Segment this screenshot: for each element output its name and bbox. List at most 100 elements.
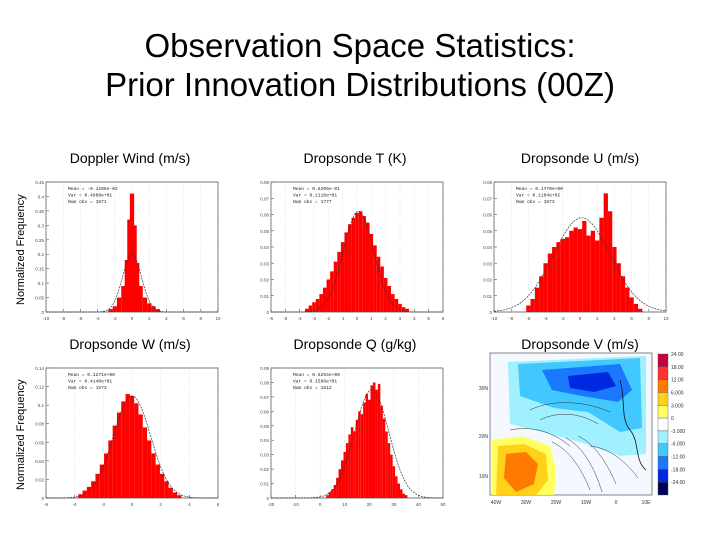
histogram-bar (603, 193, 608, 312)
longitude-label: 10E (642, 500, 652, 506)
histogram-bar (355, 420, 359, 498)
colorbar-swatch (657, 353, 669, 368)
histogram-bar (369, 234, 374, 312)
x-tick-label: -10 (292, 502, 299, 507)
x-tick-label: 2 (148, 316, 151, 321)
histogram-bar (633, 303, 639, 312)
histogram-bar (539, 276, 544, 312)
gaussian-fit-curve (271, 210, 443, 313)
histogram-bar (125, 394, 130, 498)
histogram-bar (138, 286, 143, 312)
histogram-bar (127, 219, 132, 312)
histogram-bar (365, 222, 370, 312)
contour-line (529, 402, 611, 413)
histogram-bar (392, 466, 396, 498)
doppler-wind-histogram: 0.45 0.4 0.35 0.3 0.25 0.2 0.15 0.1 0.05 0 -10 -8 -6… (30, 176, 225, 324)
histogram-bar (312, 302, 316, 312)
stats-text: Num obs = 1512 (293, 385, 332, 391)
histogram-bar (155, 464, 160, 498)
histogram-bar (638, 308, 643, 312)
histogram-bar (564, 237, 570, 312)
y-tick-label: 0.03 (483, 261, 492, 266)
histogram-bar (333, 261, 338, 312)
histogram-bar (135, 262, 140, 312)
contour-line (509, 428, 571, 447)
y-tick-label: 0.35 (35, 209, 44, 214)
contour-line (577, 435, 617, 485)
title-line-1: Observation Space Statistics: (144, 27, 576, 64)
x-tick-label: 6 (442, 316, 445, 321)
histogram-bar (138, 414, 143, 498)
histogram-bar (616, 263, 621, 312)
histogram-bar (373, 245, 377, 312)
histogram-bar (319, 294, 323, 312)
x-tick-label: 30 (391, 502, 397, 507)
contour-line (589, 445, 639, 479)
y-tick-label: 0.08 (35, 422, 44, 427)
stats-text: Var = 0.1104e+02 (516, 193, 560, 199)
histogram-bar (586, 235, 591, 312)
histogram-bar (129, 395, 135, 498)
stats-text: Mean = 0.5254e+00 (293, 372, 340, 378)
colorbar-swatch (657, 405, 669, 419)
y-tick-label: 0.07 (260, 395, 269, 400)
y-tick-label: 0.02 (483, 278, 492, 283)
stats-text: Var = 0.1116e+01 (293, 193, 337, 199)
y-tick-label: 0.07 (483, 196, 492, 201)
histogram-bar (331, 489, 334, 498)
x-tick-label: 6 (217, 502, 220, 507)
histogram-bar (404, 495, 408, 498)
stats-text: Num obs = 1571 (68, 199, 107, 205)
histogram-bar (308, 305, 313, 312)
x-tick-label: 3 (399, 316, 402, 321)
x-tick-label: 8 (200, 316, 203, 321)
x-tick-label: 50 (440, 502, 446, 507)
longitude-label: 20W (551, 500, 562, 506)
histogram-bar (142, 297, 148, 312)
x-tick-label: 10 (342, 502, 348, 507)
histogram-bar (351, 217, 356, 312)
stats-text: Var = 0.1596e+01 (293, 379, 337, 385)
panel-title-dropsonde-w: Dropsonde W (m/s) (69, 336, 191, 352)
histogram-bar (151, 453, 156, 498)
histogram-bar (375, 389, 378, 498)
histogram-bar (142, 427, 148, 498)
x-tick-label: -2 (326, 316, 330, 321)
stats-text: Var = 0.4808e+01 (68, 193, 112, 199)
y-tick-label: 0 (266, 310, 269, 315)
histogram-bar (358, 411, 361, 498)
colorbar-label: 6.000 (671, 390, 684, 396)
y-tick-label: 0.05 (260, 424, 269, 429)
y-tick-label: 0.2 (38, 252, 45, 257)
y-tick-label: 0.08 (483, 180, 492, 185)
colorbar-label: 24.00 (671, 352, 684, 358)
dropsonde-t-histogram: 0.08 0.07 0.06 0.05 0.04 0.03 0.02 0.01 0 -6 -5 -4-… (255, 176, 450, 324)
histogram-bar (405, 308, 409, 312)
histogram-bar (112, 306, 117, 312)
y-tick-label: 0.09 (260, 366, 269, 371)
histogram-bar (385, 431, 388, 498)
colorbar-swatch (657, 379, 669, 393)
longitude-label: 40W (491, 500, 502, 506)
histogram-bar (395, 476, 398, 498)
histogram-bar (599, 217, 604, 312)
y-tick-label: 0 (41, 310, 44, 315)
histogram-bar (322, 287, 327, 312)
x-tick-label: -6 (269, 316, 273, 321)
histogram-bar (345, 443, 349, 498)
histogram-bar (353, 431, 356, 498)
histogram-bar (177, 495, 182, 498)
histogram-bar (112, 425, 117, 498)
x-tick-label: 40 (416, 502, 422, 507)
histogram-bar (305, 308, 309, 312)
y-tick-label: 0.45 (35, 180, 44, 185)
histogram-bar (370, 385, 373, 498)
panel-title-dropsonde-u: Dropsonde U (m/s) (520, 150, 640, 166)
colorbar-label: -3.000 (671, 429, 685, 435)
x-tick-label: -10 (491, 316, 498, 321)
histogram-bar (350, 427, 354, 498)
colorbar-label: 12.00 (671, 378, 684, 384)
x-tick-label: -4 (544, 316, 548, 321)
histogram-bar (328, 492, 332, 498)
stats-text: Num obs = 1777 (293, 199, 332, 205)
